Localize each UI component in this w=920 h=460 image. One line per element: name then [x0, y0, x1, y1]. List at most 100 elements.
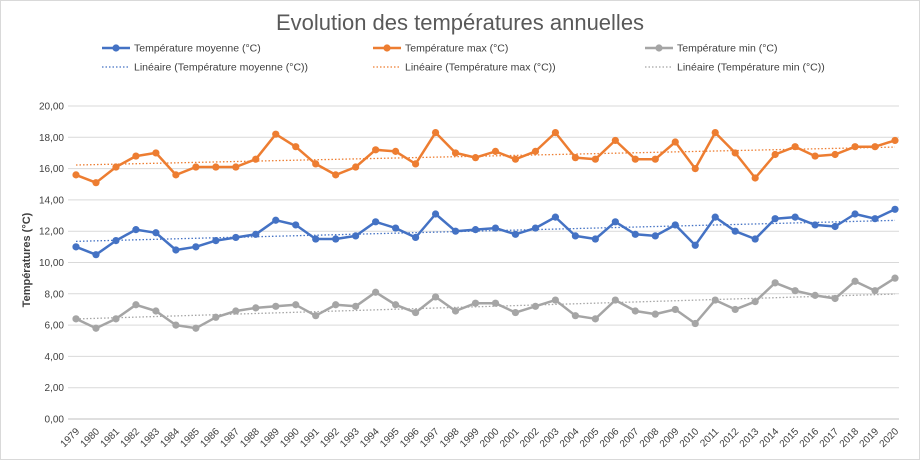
data-point	[871, 143, 879, 151]
data-point	[132, 301, 140, 309]
data-point	[332, 235, 340, 243]
data-point	[292, 221, 300, 229]
legend-marker	[655, 44, 663, 52]
data-point	[392, 224, 400, 232]
data-point	[531, 224, 540, 232]
data-point	[212, 313, 220, 321]
data-point	[411, 233, 420, 242]
y-tick-label: 14,00	[39, 195, 64, 206]
data-point	[571, 232, 579, 240]
data-point	[811, 221, 819, 229]
data-point	[352, 163, 360, 171]
data-point	[491, 147, 500, 155]
data-point	[731, 149, 739, 157]
data-point	[451, 307, 460, 315]
data-point	[551, 213, 560, 221]
data-point	[831, 222, 839, 231]
data-point	[332, 301, 340, 309]
legend-marker	[383, 44, 391, 52]
data-point	[551, 129, 560, 137]
data-point	[92, 179, 100, 187]
data-point	[891, 136, 899, 145]
data-point	[811, 152, 819, 160]
data-point	[511, 230, 520, 238]
data-point	[352, 302, 360, 310]
y-tick-label: 2,00	[45, 383, 65, 394]
data-point	[811, 291, 819, 299]
data-point	[471, 299, 480, 307]
data-point	[451, 149, 460, 157]
y-tick-label: 16,00	[39, 164, 64, 175]
data-point	[372, 218, 380, 226]
data-point	[392, 147, 400, 155]
legend-label: Linéaire (Température min (°C))	[677, 62, 825, 74]
data-point	[232, 163, 240, 171]
data-point	[791, 213, 799, 221]
data-point	[112, 315, 120, 323]
data-point	[731, 227, 739, 235]
data-point	[651, 232, 659, 240]
data-point	[232, 233, 240, 242]
data-point	[631, 230, 639, 238]
legend-label: Température max (°C)	[405, 43, 508, 55]
data-point	[292, 143, 300, 151]
data-point	[771, 150, 779, 159]
data-point	[292, 301, 300, 309]
data-point	[411, 160, 420, 168]
data-point	[491, 299, 500, 307]
data-point	[791, 287, 799, 295]
data-point	[431, 293, 440, 301]
data-point	[771, 279, 779, 287]
chart-title: Evolution des températures annuelles	[276, 10, 644, 35]
data-point	[312, 235, 320, 243]
data-point	[751, 174, 759, 182]
data-point	[92, 324, 100, 332]
y-axis-ticks: 0,00 2,00 4,00 6,00 8,00 10,00 12,00 14,00 16,00…	[39, 102, 64, 426]
data-point	[611, 136, 619, 145]
data-point	[711, 296, 719, 304]
data-point	[392, 301, 400, 309]
data-point	[132, 152, 140, 160]
data-point	[691, 241, 699, 249]
data-point	[112, 236, 120, 245]
data-point	[152, 149, 160, 157]
data-point	[451, 227, 460, 235]
data-point	[192, 324, 200, 332]
y-tick-label: 8,00	[45, 289, 65, 300]
data-point	[711, 129, 719, 137]
data-point	[212, 163, 220, 171]
data-point	[631, 155, 639, 163]
data-point	[891, 205, 899, 213]
data-point	[192, 243, 200, 251]
data-point	[172, 246, 180, 254]
data-point	[851, 210, 859, 218]
data-point	[651, 155, 659, 163]
data-point	[671, 221, 679, 229]
data-point	[611, 218, 619, 226]
data-point	[232, 307, 240, 315]
trendline	[75, 146, 896, 166]
data-point	[471, 154, 480, 162]
data-point	[112, 163, 120, 171]
data-point	[132, 226, 140, 234]
data-point	[272, 216, 280, 224]
data-point	[571, 154, 579, 162]
data-point	[252, 304, 260, 312]
data-point	[591, 235, 599, 243]
data-point	[172, 321, 180, 329]
data-point	[272, 130, 280, 138]
y-tick-label: 12,00	[39, 227, 64, 238]
data-point	[72, 243, 80, 251]
data-point	[891, 274, 899, 282]
data-point	[691, 319, 699, 328]
legend-marker	[112, 44, 120, 52]
y-tick-label: 4,00	[45, 352, 65, 363]
data-point	[172, 171, 180, 179]
data-point	[511, 155, 520, 163]
data-point	[431, 129, 440, 137]
data-point	[72, 315, 80, 323]
legend-label: Linéaire (Température max (°C))	[405, 62, 556, 74]
data-point	[611, 296, 619, 304]
